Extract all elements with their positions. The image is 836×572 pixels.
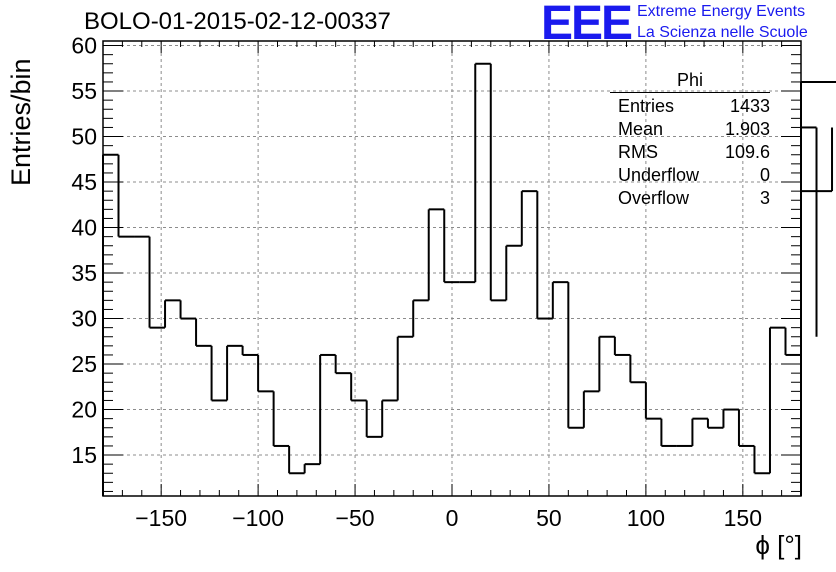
- x-axis-label: ϕ [°]: [755, 530, 802, 560]
- y-tick-label: 30: [71, 306, 97, 332]
- stats-row-overflow: Overflow 3: [610, 187, 770, 210]
- stats-row-mean: Mean 1.903: [610, 118, 770, 141]
- stats-row-rms: RMS 109.6: [610, 141, 770, 164]
- y-tick-label: 40: [71, 215, 97, 241]
- x-tick-label: 100: [627, 505, 665, 531]
- stats-value: 1433: [729, 96, 770, 116]
- y-tick-label: 60: [71, 33, 97, 59]
- y-tick-label: 35: [71, 260, 97, 286]
- stats-label: Mean: [618, 119, 664, 139]
- histogram-steps: [102, 62, 836, 496]
- stats-box: Phi Entries 1433 Mean 1.903 RMS 109.6 Un…: [610, 70, 770, 210]
- stats-value: 109.6: [724, 142, 770, 162]
- logo-caption-line1: Extreme Energy Events: [637, 3, 806, 20]
- y-tick-label: 55: [71, 78, 97, 104]
- x-tick-label: −100: [232, 505, 284, 531]
- chart-title: BOLO-01-2015-02-12-00337: [84, 8, 391, 35]
- x-tick-label: −150: [135, 505, 187, 531]
- stats-value: 1.903: [724, 119, 770, 139]
- y-tick-label: 20: [71, 397, 97, 423]
- stats-label: RMS: [618, 142, 658, 162]
- stats-box-title: Phi: [610, 70, 770, 93]
- tick-labels: −150 −100 −50 0 50 100 150 15 20 25 30 35 40 45 50 55 60: [71, 33, 762, 531]
- stats-row-entries: Entries 1433: [610, 95, 770, 118]
- x-tick-label: 0: [446, 505, 459, 531]
- stats-value: 0: [759, 165, 770, 185]
- y-tick-label: 50: [71, 124, 97, 150]
- stats-label: Overflow: [618, 188, 690, 208]
- logo-caption-line2: La Scienza nelle Scuole: [637, 24, 808, 41]
- y-tick-label: 45: [71, 169, 97, 195]
- x-tick-label: −50: [336, 505, 375, 531]
- eee-logo: EEE: [541, 0, 633, 50]
- stats-value: 3: [759, 188, 770, 208]
- axis-ticks: [102, 41, 802, 496]
- stats-label: Entries: [618, 96, 675, 116]
- x-tick-label: 150: [724, 505, 762, 531]
- x-tick-label: 50: [536, 505, 562, 531]
- y-tick-label: 25: [71, 351, 97, 377]
- y-tick-label: 15: [71, 442, 97, 468]
- stats-label: Underflow: [618, 165, 700, 185]
- y-axis-label: Entries/bin: [6, 58, 36, 186]
- stats-row-underflow: Underflow 0: [610, 164, 770, 187]
